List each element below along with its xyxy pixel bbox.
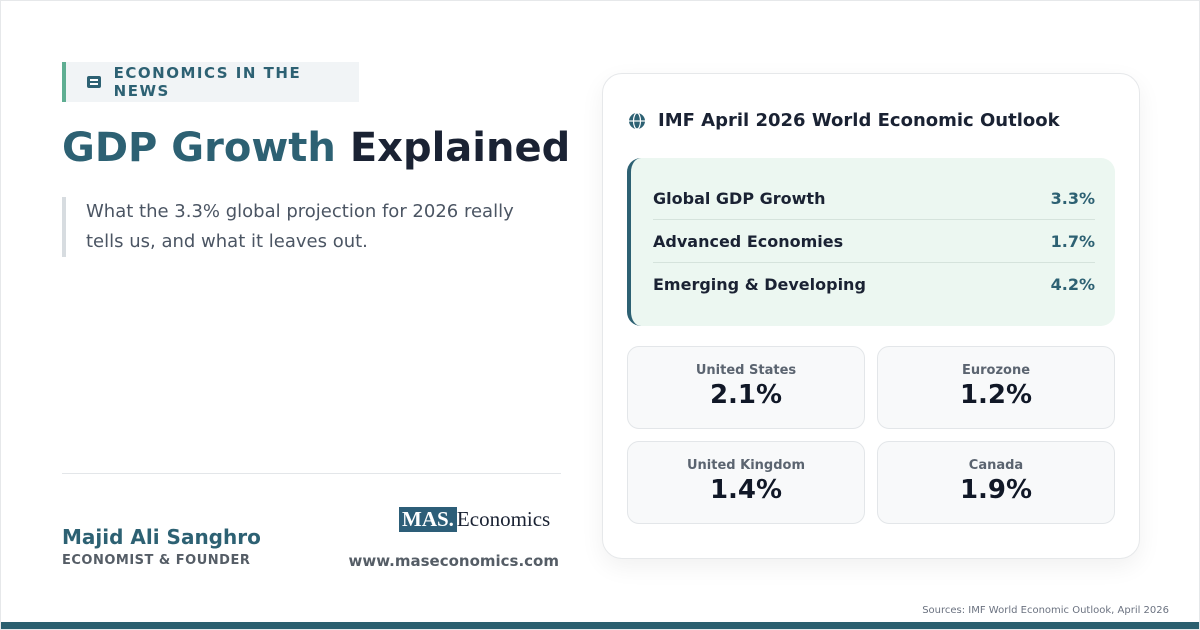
stat-label: Emerging & Developing <box>653 275 866 294</box>
country-tile: Canada 1.9% <box>877 441 1115 524</box>
country-name: Canada <box>968 458 1024 473</box>
stat-label: Global GDP Growth <box>653 188 826 208</box>
country-name: United Kingdom <box>686 458 805 473</box>
logo: MAS. Economics <box>399 507 550 532</box>
logo-mark: MAS. <box>399 507 457 532</box>
stat-value: 1.7% <box>1050 231 1095 251</box>
country-tile: United States 2.1% <box>627 346 865 429</box>
country-tile: United Kingdom 1.4% <box>627 441 865 524</box>
stat-row: Global GDP Growth 3.3% <box>653 177 1095 220</box>
card: IMF April 2026 World Economic Outlook Gl… <box>602 73 1140 559</box>
stat-row: Advanced Economies 1.7% <box>653 220 1095 263</box>
summary-panel: Global GDP Growth 3.3% Advanced Economies 1… <box>627 158 1115 326</box>
author-name: Majid Ali Sanghro <box>62 525 261 549</box>
logo-text: Economics <box>456 507 551 531</box>
country-name: Eurozone <box>961 363 1031 378</box>
country-value: 1.2% <box>959 380 1033 410</box>
bottom-bar <box>1 622 1199 629</box>
stat-value: 4.2% <box>1050 275 1095 294</box>
tag: ECONOMICS IN THE NEWS <box>62 62 359 102</box>
title-rest: Explained <box>349 125 571 171</box>
country-value: 1.4% <box>709 475 783 505</box>
website[interactable]: www.maseconomics.com <box>348 552 559 570</box>
country-value: 2.1% <box>709 380 783 410</box>
subtitle: What the 3.3% global projection for 2026… <box>62 197 532 257</box>
source: Sources: IMF World Economic Outlook, Apr… <box>922 605 1169 616</box>
news-icon <box>87 76 101 88</box>
title-highlight: GDP Growth <box>62 125 336 171</box>
title: GDP Growth Explained <box>62 125 570 171</box>
country-name: United States <box>695 363 797 378</box>
globe-icon <box>629 112 645 130</box>
tag-text: ECONOMICS IN THE NEWS <box>113 64 302 100</box>
divider <box>62 473 561 474</box>
author-role: ECONOMIST & FOUNDER <box>62 553 251 568</box>
card-title: IMF April 2026 World Economic Outlook <box>658 110 1060 131</box>
country-tile: Eurozone 1.2% <box>877 346 1115 429</box>
stat-row: Emerging & Developing 4.2% <box>653 263 1095 306</box>
stat-label: Advanced Economies <box>653 231 844 251</box>
stat-value: 3.3% <box>1050 188 1095 208</box>
country-value: 1.9% <box>959 475 1033 505</box>
